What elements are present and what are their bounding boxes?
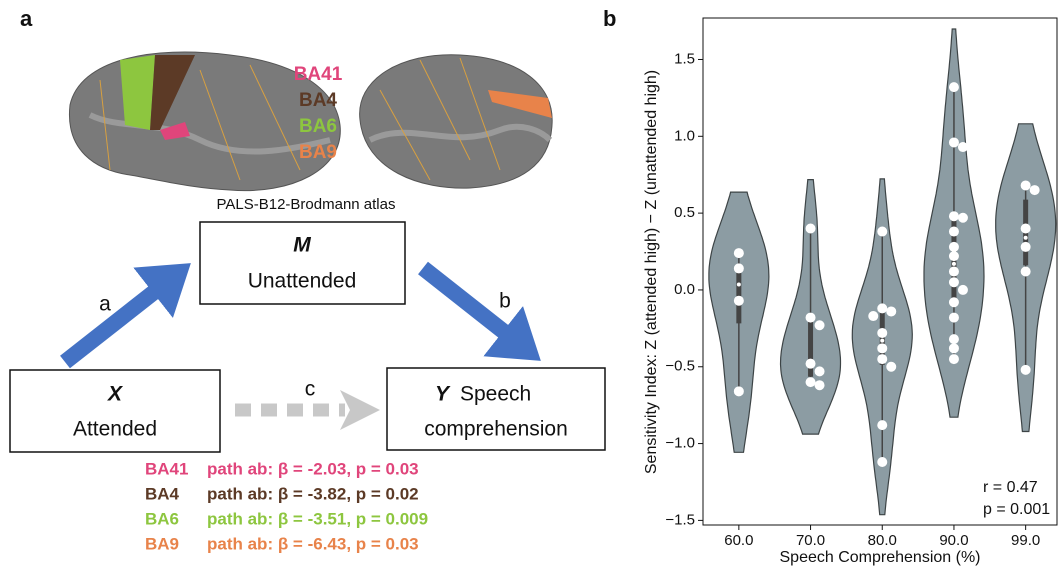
- result-region: BA41: [145, 459, 188, 478]
- result-text: path ab: β = -3.82, p = 0.02: [207, 484, 419, 503]
- node-label: comprehension: [424, 418, 568, 441]
- result-region: BA9: [145, 534, 179, 553]
- data-point: [949, 212, 958, 221]
- y-tick-label: −1.5: [665, 511, 695, 528]
- data-point: [806, 224, 815, 233]
- arrow-a: [65, 278, 172, 362]
- node-label: Speech: [460, 383, 531, 406]
- atlas-label: BA9: [299, 142, 337, 163]
- x-tick-label: 80.0: [868, 532, 897, 549]
- data-point: [878, 227, 887, 236]
- data-point: [806, 378, 815, 387]
- median: [737, 283, 741, 287]
- x-tick-label: 60.0: [724, 532, 753, 549]
- data-point: [949, 278, 958, 287]
- data-point: [958, 285, 967, 294]
- data-point: [878, 458, 887, 467]
- data-point: [949, 227, 958, 236]
- atlas-label: BA6: [299, 116, 337, 137]
- y-tick-label: 0.5: [674, 204, 695, 221]
- data-point: [1021, 242, 1030, 251]
- node-label: Unattended: [248, 270, 357, 293]
- data-point: [949, 267, 958, 276]
- edge-label: b: [499, 290, 511, 313]
- data-point: [1021, 365, 1030, 374]
- data-point: [734, 264, 743, 273]
- data-point: [949, 83, 958, 92]
- node-symbol: X: [107, 383, 124, 406]
- edge-label: c: [305, 378, 316, 401]
- brain-right: [360, 55, 553, 188]
- node-label: Attended: [73, 418, 157, 441]
- data-point: [815, 321, 824, 330]
- edge-label: a: [99, 293, 111, 316]
- result-region: BA6: [145, 509, 179, 528]
- data-point: [878, 328, 887, 337]
- result-text: path ab: β = -2.03, p = 0.03: [207, 459, 419, 478]
- panel-label: b: [603, 6, 616, 31]
- y-tick-label: 0.0: [674, 281, 695, 298]
- data-point: [806, 359, 815, 368]
- data-point: [1030, 186, 1039, 195]
- data-point: [878, 344, 887, 353]
- data-point: [806, 313, 815, 322]
- y-tick-label: 1.0: [674, 127, 695, 144]
- data-point: [949, 252, 958, 261]
- data-point: [878, 421, 887, 430]
- median: [880, 339, 884, 343]
- atlas-label: BA4: [299, 90, 337, 111]
- atlas-label: BA41: [294, 64, 343, 85]
- atlas-caption: PALS-B12-Brodmann atlas: [217, 196, 396, 213]
- data-point: [734, 387, 743, 396]
- x-tick-label: 90.0: [939, 532, 968, 549]
- panel-label: a: [20, 6, 33, 31]
- data-point: [869, 312, 878, 321]
- y-tick-label: −1.0: [665, 435, 695, 452]
- data-point: [1021, 181, 1030, 190]
- data-point: [815, 367, 824, 376]
- y-axis-title: Sensitivity Index: Z (attended high) − Z…: [643, 70, 660, 474]
- data-point: [949, 298, 958, 307]
- y-tick-label: −0.5: [665, 358, 695, 375]
- node-symbol: M: [293, 234, 311, 257]
- x-tick-label: 70.0: [796, 532, 825, 549]
- annotation: r = 0.47: [983, 479, 1038, 496]
- data-point: [949, 344, 958, 353]
- data-point: [887, 307, 896, 316]
- y-tick-label: 1.5: [674, 50, 695, 67]
- data-point: [1021, 224, 1030, 233]
- data-point: [734, 296, 743, 305]
- result-region: BA4: [145, 484, 180, 503]
- figure: a BA41BA4BA6BA9 PALS-B12-Brodmann atlas …: [0, 0, 1058, 567]
- data-point: [949, 335, 958, 344]
- data-point: [878, 355, 887, 364]
- data-point: [887, 362, 896, 371]
- data-point: [949, 242, 958, 251]
- result-text: path ab: β = -6.43, p = 0.03: [207, 534, 419, 553]
- data-point: [949, 313, 958, 322]
- median: [952, 262, 956, 266]
- data-point: [958, 143, 967, 152]
- x-axis-title: Speech Comprehension (%): [780, 549, 981, 566]
- x-tick-label: 99.0: [1011, 532, 1040, 549]
- result-text: path ab: β = -3.51, p = 0.009: [207, 509, 428, 528]
- data-point: [1021, 267, 1030, 276]
- data-point: [815, 381, 824, 390]
- data-point: [949, 355, 958, 364]
- data-point: [958, 213, 967, 222]
- node-symbol: Y: [435, 383, 451, 406]
- data-point: [949, 138, 958, 147]
- annotation: p = 0.001: [983, 501, 1050, 518]
- data-point: [878, 304, 887, 313]
- median: [1024, 236, 1028, 240]
- arrow-c-head: [340, 390, 380, 430]
- data-point: [734, 249, 743, 258]
